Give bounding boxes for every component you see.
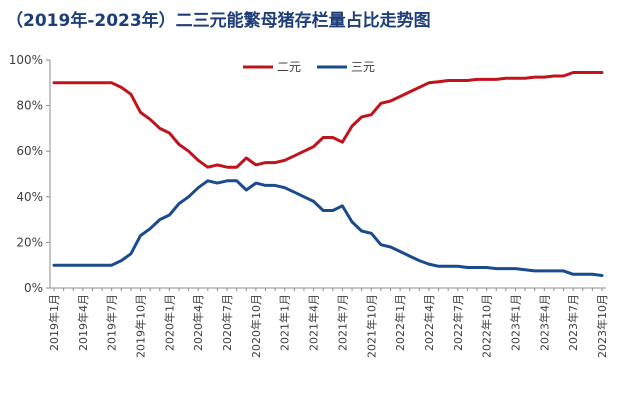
series-line-erhyuan xyxy=(52,71,604,169)
legend-label: 三元 xyxy=(351,60,375,74)
series-line-sanyuan xyxy=(52,179,604,277)
x-tick-label: 2022年10月 xyxy=(480,294,494,358)
legend-label: 二元 xyxy=(277,60,301,74)
y-tick-label: 40% xyxy=(16,190,43,204)
axes: 0% 20% 40% 60% 80% 100% 2019年1月 2019年4月 2019年7月 2… xyxy=(9,53,609,358)
x-tick-label: 2020年1月 xyxy=(162,294,176,351)
y-tick-label: 100% xyxy=(9,53,43,67)
x-tick-label: 2021年7月 xyxy=(335,294,349,351)
x-tick-label: 2020年10月 xyxy=(249,294,263,358)
x-tick-label: 2019年7月 xyxy=(105,294,119,351)
y-tick-label: 0% xyxy=(24,281,43,295)
x-tick-label: 2020年7月 xyxy=(220,294,234,351)
chart-title: （2019年-2023年）二三元能繁母猪存栏量占比走势图 xyxy=(6,11,431,31)
x-tick-label: 2022年1月 xyxy=(393,294,407,351)
x-tick-label: 2020年4月 xyxy=(191,294,205,351)
x-tick-label: 2023年1月 xyxy=(508,294,522,351)
x-tick-label: 2019年10月 xyxy=(134,294,148,358)
x-tick-label: 2019年4月 xyxy=(76,294,90,351)
y-tick-label: 20% xyxy=(16,235,43,249)
y-tick-label: 60% xyxy=(16,144,43,158)
legend: 二元 三元 xyxy=(243,60,375,74)
x-tick-label: 2021年10月 xyxy=(364,294,378,358)
x-tick-label: 2022年7月 xyxy=(451,294,465,351)
x-tick-label: 2023年7月 xyxy=(566,294,580,351)
x-tick-label: 2022年4月 xyxy=(422,294,436,351)
x-tick-label: 2023年10月 xyxy=(595,294,609,358)
x-tick-label: 2023年4月 xyxy=(537,294,551,351)
x-tick-label: 2019年1月 xyxy=(47,294,61,351)
series-lines xyxy=(52,71,604,277)
x-tick-label: 2021年1月 xyxy=(278,294,292,351)
y-tick-label: 80% xyxy=(16,99,43,113)
x-tick-label: 2021年4月 xyxy=(307,294,321,351)
